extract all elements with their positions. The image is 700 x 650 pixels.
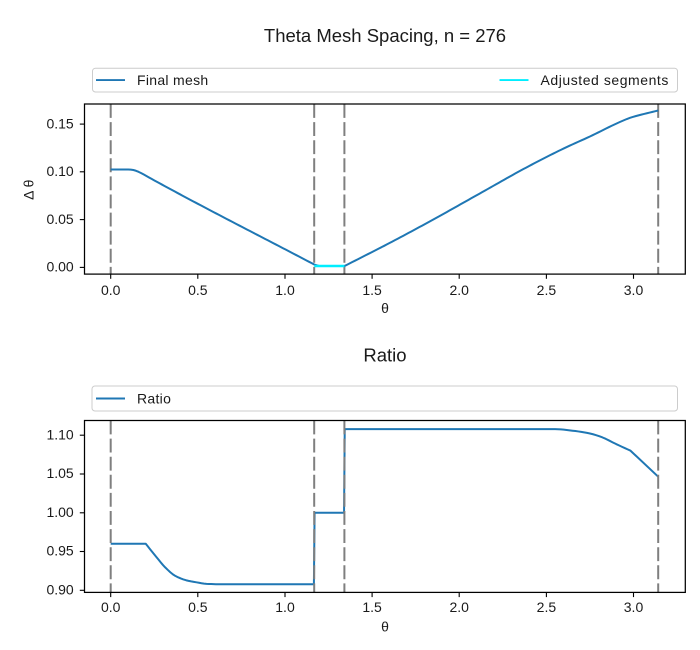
svg-text:θ: θ: [381, 300, 389, 316]
svg-text:0.0: 0.0: [101, 282, 121, 298]
svg-text:Adjusted segments: Adjusted segments: [541, 72, 669, 88]
svg-text:0.05: 0.05: [46, 211, 73, 227]
svg-text:Δ θ: Δ θ: [21, 179, 37, 199]
svg-text:0.15: 0.15: [46, 115, 73, 131]
svg-text:0.95: 0.95: [46, 543, 73, 559]
svg-text:1.0: 1.0: [275, 599, 295, 615]
svg-text:1.10: 1.10: [46, 426, 73, 442]
svg-text:Final mesh: Final mesh: [137, 72, 208, 88]
svg-text:1.5: 1.5: [362, 599, 382, 615]
svg-text:3.0: 3.0: [624, 282, 644, 298]
svg-text:0.10: 0.10: [46, 163, 73, 179]
svg-text:0.90: 0.90: [46, 582, 73, 598]
svg-text:0.00: 0.00: [46, 259, 73, 275]
svg-text:Theta Mesh Spacing, n = 276: Theta Mesh Spacing, n = 276: [264, 25, 506, 46]
svg-text:1.5: 1.5: [362, 282, 382, 298]
svg-text:Ratio: Ratio: [137, 391, 171, 407]
svg-text:0.5: 0.5: [188, 282, 208, 298]
svg-text:θ: θ: [381, 619, 389, 635]
svg-text:2.0: 2.0: [449, 599, 469, 615]
svg-text:1.00: 1.00: [46, 504, 73, 520]
svg-text:2.5: 2.5: [537, 599, 557, 615]
svg-text:1.05: 1.05: [46, 465, 73, 481]
svg-text:1.0: 1.0: [275, 282, 295, 298]
svg-text:2.0: 2.0: [449, 282, 469, 298]
svg-text:2.5: 2.5: [537, 282, 557, 298]
svg-text:Ratio: Ratio: [363, 345, 406, 366]
svg-text:0.0: 0.0: [101, 599, 121, 615]
svg-text:3.0: 3.0: [624, 599, 644, 615]
svg-text:0.5: 0.5: [188, 599, 208, 615]
